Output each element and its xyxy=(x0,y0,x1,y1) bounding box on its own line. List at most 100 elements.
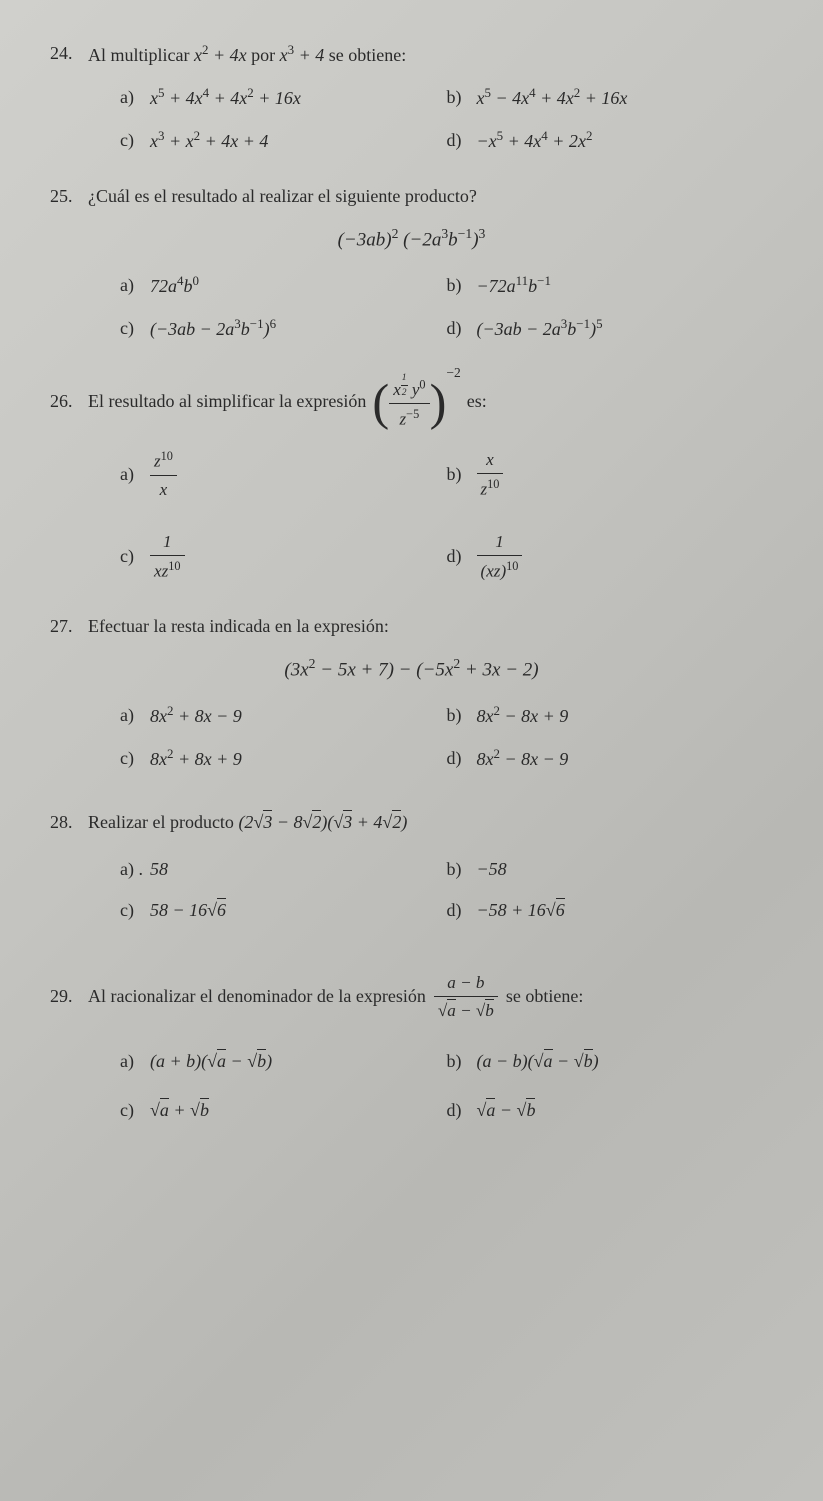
option-c: c) (−3ab − 2a3b−1)6 xyxy=(120,314,447,343)
center-expression: (−3ab)2 (−2a3b−1)3 xyxy=(50,224,773,255)
option-c: c) 8x2 + 8x + 9 xyxy=(120,744,447,773)
option-label: a) xyxy=(120,1048,150,1075)
option-label: a) xyxy=(120,702,150,729)
option-value: x5 − 4x4 + 4x2 + 16x xyxy=(477,83,774,112)
option-label: b) xyxy=(447,856,477,883)
option-value: (a − b)(a − b) xyxy=(477,1048,774,1075)
stem-fraction: a − b a − b xyxy=(434,970,498,1024)
option-label: b) xyxy=(447,461,477,488)
stem-prefix: Realizar el producto xyxy=(88,812,238,832)
stem-expression: (23 − 82)(3 + 42) xyxy=(238,810,407,832)
question-28: 28. Realizar el producto (23 − 82)(3 + 4… xyxy=(50,809,773,924)
option-d: d) −58 + 166 xyxy=(447,897,774,924)
options: a) . 58 b) −58 c) 58 − 166 d) −58 + 166 xyxy=(120,856,773,924)
outer-exponent: −2 xyxy=(446,365,460,380)
question-24: 24. Al multiplicar x2 + 4x por x3 + 4 se… xyxy=(50,40,773,155)
question-stem: 24. Al multiplicar x2 + 4x por x3 + 4 se… xyxy=(50,40,773,69)
option-value: −72a11b−1 xyxy=(477,271,774,300)
stem-suffix: se obtiene: xyxy=(506,983,583,1010)
question-number: 26. xyxy=(50,388,88,415)
question-stem: 25. ¿Cuál es el resultado al realizar el… xyxy=(50,183,773,210)
options: a) x5 + 4x4 + 4x2 + 16x b) x5 − 4x4 + 4x… xyxy=(120,83,773,155)
stem-suffix: se obtiene: xyxy=(329,45,406,65)
option-d: d) 1(xz)10 xyxy=(447,529,774,585)
option-d: d) −x5 + 4x4 + 2x2 xyxy=(447,126,774,155)
question-number: 27. xyxy=(50,613,88,640)
option-value: 1xz10 xyxy=(150,529,447,585)
option-value: xz10 xyxy=(477,447,774,503)
option-value: 1(xz)10 xyxy=(477,529,774,585)
option-label: a) . xyxy=(120,856,150,883)
option-b: b) −72a11b−1 xyxy=(447,271,774,300)
question-27: 27. Efectuar la resta indicada en la exp… xyxy=(50,613,773,773)
question-text: El resultado al simplificar la expresión… xyxy=(88,371,773,433)
option-value: a − b xyxy=(477,1097,774,1124)
option-a: a) x5 + 4x4 + 4x2 + 16x xyxy=(120,83,447,112)
option-label: a) xyxy=(120,84,150,111)
option-value: 8x2 + 8x − 9 xyxy=(150,701,447,730)
option-label: d) xyxy=(447,315,477,342)
option-label: c) xyxy=(120,897,150,924)
option-label: d) xyxy=(447,745,477,772)
option-c: c) x3 + x2 + 4x + 4 xyxy=(120,126,447,155)
stem-expr-1: x2 + 4x xyxy=(194,45,247,65)
option-b: b) 8x2 − 8x + 9 xyxy=(447,701,774,730)
option-label: d) xyxy=(447,897,477,924)
stem-prefix: Al multiplicar xyxy=(88,45,194,65)
option-label: d) xyxy=(447,543,477,570)
question-stem: 27. Efectuar la resta indicada en la exp… xyxy=(50,613,773,640)
question-25: 25. ¿Cuál es el resultado al realizar el… xyxy=(50,183,773,343)
option-label: c) xyxy=(120,1097,150,1124)
question-text: Al racionalizar el denominador de la exp… xyxy=(88,970,773,1024)
question-number: 24. xyxy=(50,40,88,67)
option-value: (−3ab − 2a3b−1)5 xyxy=(477,314,774,343)
option-value: 72a4b0 xyxy=(150,271,447,300)
question-text: ¿Cuál es el resultado al realizar el sig… xyxy=(88,183,773,210)
option-value: (a + b)(a − b) xyxy=(150,1048,447,1075)
option-value: 8x2 − 8x − 9 xyxy=(477,744,774,773)
option-label: c) xyxy=(120,745,150,772)
options: a) 8x2 + 8x − 9 b) 8x2 − 8x + 9 c) 8x2 +… xyxy=(120,701,773,773)
question-text: Realizar el producto (23 − 82)(3 + 42) xyxy=(88,809,773,836)
option-label: a) xyxy=(120,272,150,299)
stem-suffix: es: xyxy=(467,388,487,415)
option-label: c) xyxy=(120,127,150,154)
question-stem: 28. Realizar el producto (23 − 82)(3 + 4… xyxy=(50,809,773,836)
option-label: c) xyxy=(120,543,150,570)
option-d: d) a − b xyxy=(447,1097,774,1124)
option-label: b) xyxy=(447,272,477,299)
option-value: z10x xyxy=(150,447,447,503)
question-stem: 29. Al racionalizar el denominador de la… xyxy=(50,970,773,1024)
option-value: −58 + 166 xyxy=(477,897,774,924)
option-value: x3 + x2 + 4x + 4 xyxy=(150,126,447,155)
option-label: b) xyxy=(447,1048,477,1075)
question-number: 25. xyxy=(50,183,88,210)
options: a) 72a4b0 b) −72a11b−1 c) (−3ab − 2a3b−1… xyxy=(120,271,773,343)
stem-expr-2: x3 + 4 xyxy=(280,45,325,65)
option-value: 8x2 − 8x + 9 xyxy=(477,701,774,730)
question-26: 26. El resultado al simplificar la expre… xyxy=(50,371,773,585)
center-expression: (3x2 − 5x + 7) − (−5x2 + 3x − 2) xyxy=(50,654,773,685)
question-number: 29. xyxy=(50,983,88,1010)
option-c: c) 1xz10 xyxy=(120,529,447,585)
option-label: d) xyxy=(447,1097,477,1124)
option-value: x5 + 4x4 + 4x2 + 16x xyxy=(150,83,447,112)
option-value: −58 xyxy=(477,856,774,883)
stem-prefix: Al racionalizar el denominador de la exp… xyxy=(88,983,426,1010)
question-29: 29. Al racionalizar el denominador de la… xyxy=(50,970,773,1124)
question-stem: 26. El resultado al simplificar la expre… xyxy=(50,371,773,433)
option-a: a) z10x xyxy=(120,447,447,503)
option-b: b) (a − b)(a − b) xyxy=(447,1048,774,1075)
option-a: a) . 58 xyxy=(120,856,447,883)
option-value: 8x2 + 8x + 9 xyxy=(150,744,447,773)
big-expression: x12 y0 z−5 −2 xyxy=(372,371,460,433)
option-d: d) 8x2 − 8x − 9 xyxy=(447,744,774,773)
option-c: c) 58 − 166 xyxy=(120,897,447,924)
option-label: d) xyxy=(447,127,477,154)
option-b: b) xz10 xyxy=(447,447,774,503)
option-label: b) xyxy=(447,84,477,111)
option-d: d) (−3ab − 2a3b−1)5 xyxy=(447,314,774,343)
options: a) z10x b) xz10 c) 1xz10 d) xyxy=(120,447,773,585)
question-text: Al multiplicar x2 + 4x por x3 + 4 se obt… xyxy=(88,40,773,69)
option-value: (−3ab − 2a3b−1)6 xyxy=(150,314,447,343)
